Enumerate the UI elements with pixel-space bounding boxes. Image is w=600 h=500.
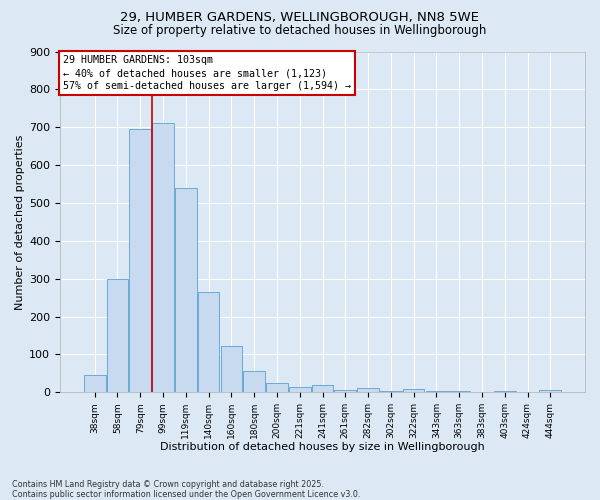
Bar: [130, 129, 151, 392]
Bar: [403, 389, 424, 392]
Bar: [266, 383, 288, 392]
Y-axis label: Number of detached properties: Number of detached properties: [15, 134, 25, 310]
Text: Size of property relative to detached houses in Wellingborough: Size of property relative to detached ho…: [113, 24, 487, 37]
X-axis label: Distribution of detached houses by size in Wellingborough: Distribution of detached houses by size …: [160, 442, 485, 452]
Bar: [152, 124, 174, 392]
Bar: [334, 390, 356, 392]
Text: 29 HUMBER GARDENS: 103sqm
← 40% of detached houses are smaller (1,123)
57% of se: 29 HUMBER GARDENS: 103sqm ← 40% of detac…: [62, 55, 350, 92]
Bar: [357, 388, 379, 392]
Bar: [425, 391, 447, 392]
Text: Contains HM Land Registry data © Crown copyright and database right 2025.
Contai: Contains HM Land Registry data © Crown c…: [12, 480, 361, 499]
Bar: [175, 188, 197, 392]
Bar: [289, 387, 311, 392]
Bar: [539, 390, 561, 392]
Bar: [448, 391, 470, 392]
Bar: [221, 346, 242, 392]
Text: 29, HUMBER GARDENS, WELLINGBOROUGH, NN8 5WE: 29, HUMBER GARDENS, WELLINGBOROUGH, NN8 …: [121, 11, 479, 24]
Bar: [84, 375, 106, 392]
Bar: [244, 370, 265, 392]
Bar: [494, 391, 515, 392]
Bar: [380, 391, 401, 392]
Bar: [311, 386, 334, 392]
Bar: [107, 278, 128, 392]
Bar: [198, 292, 220, 392]
